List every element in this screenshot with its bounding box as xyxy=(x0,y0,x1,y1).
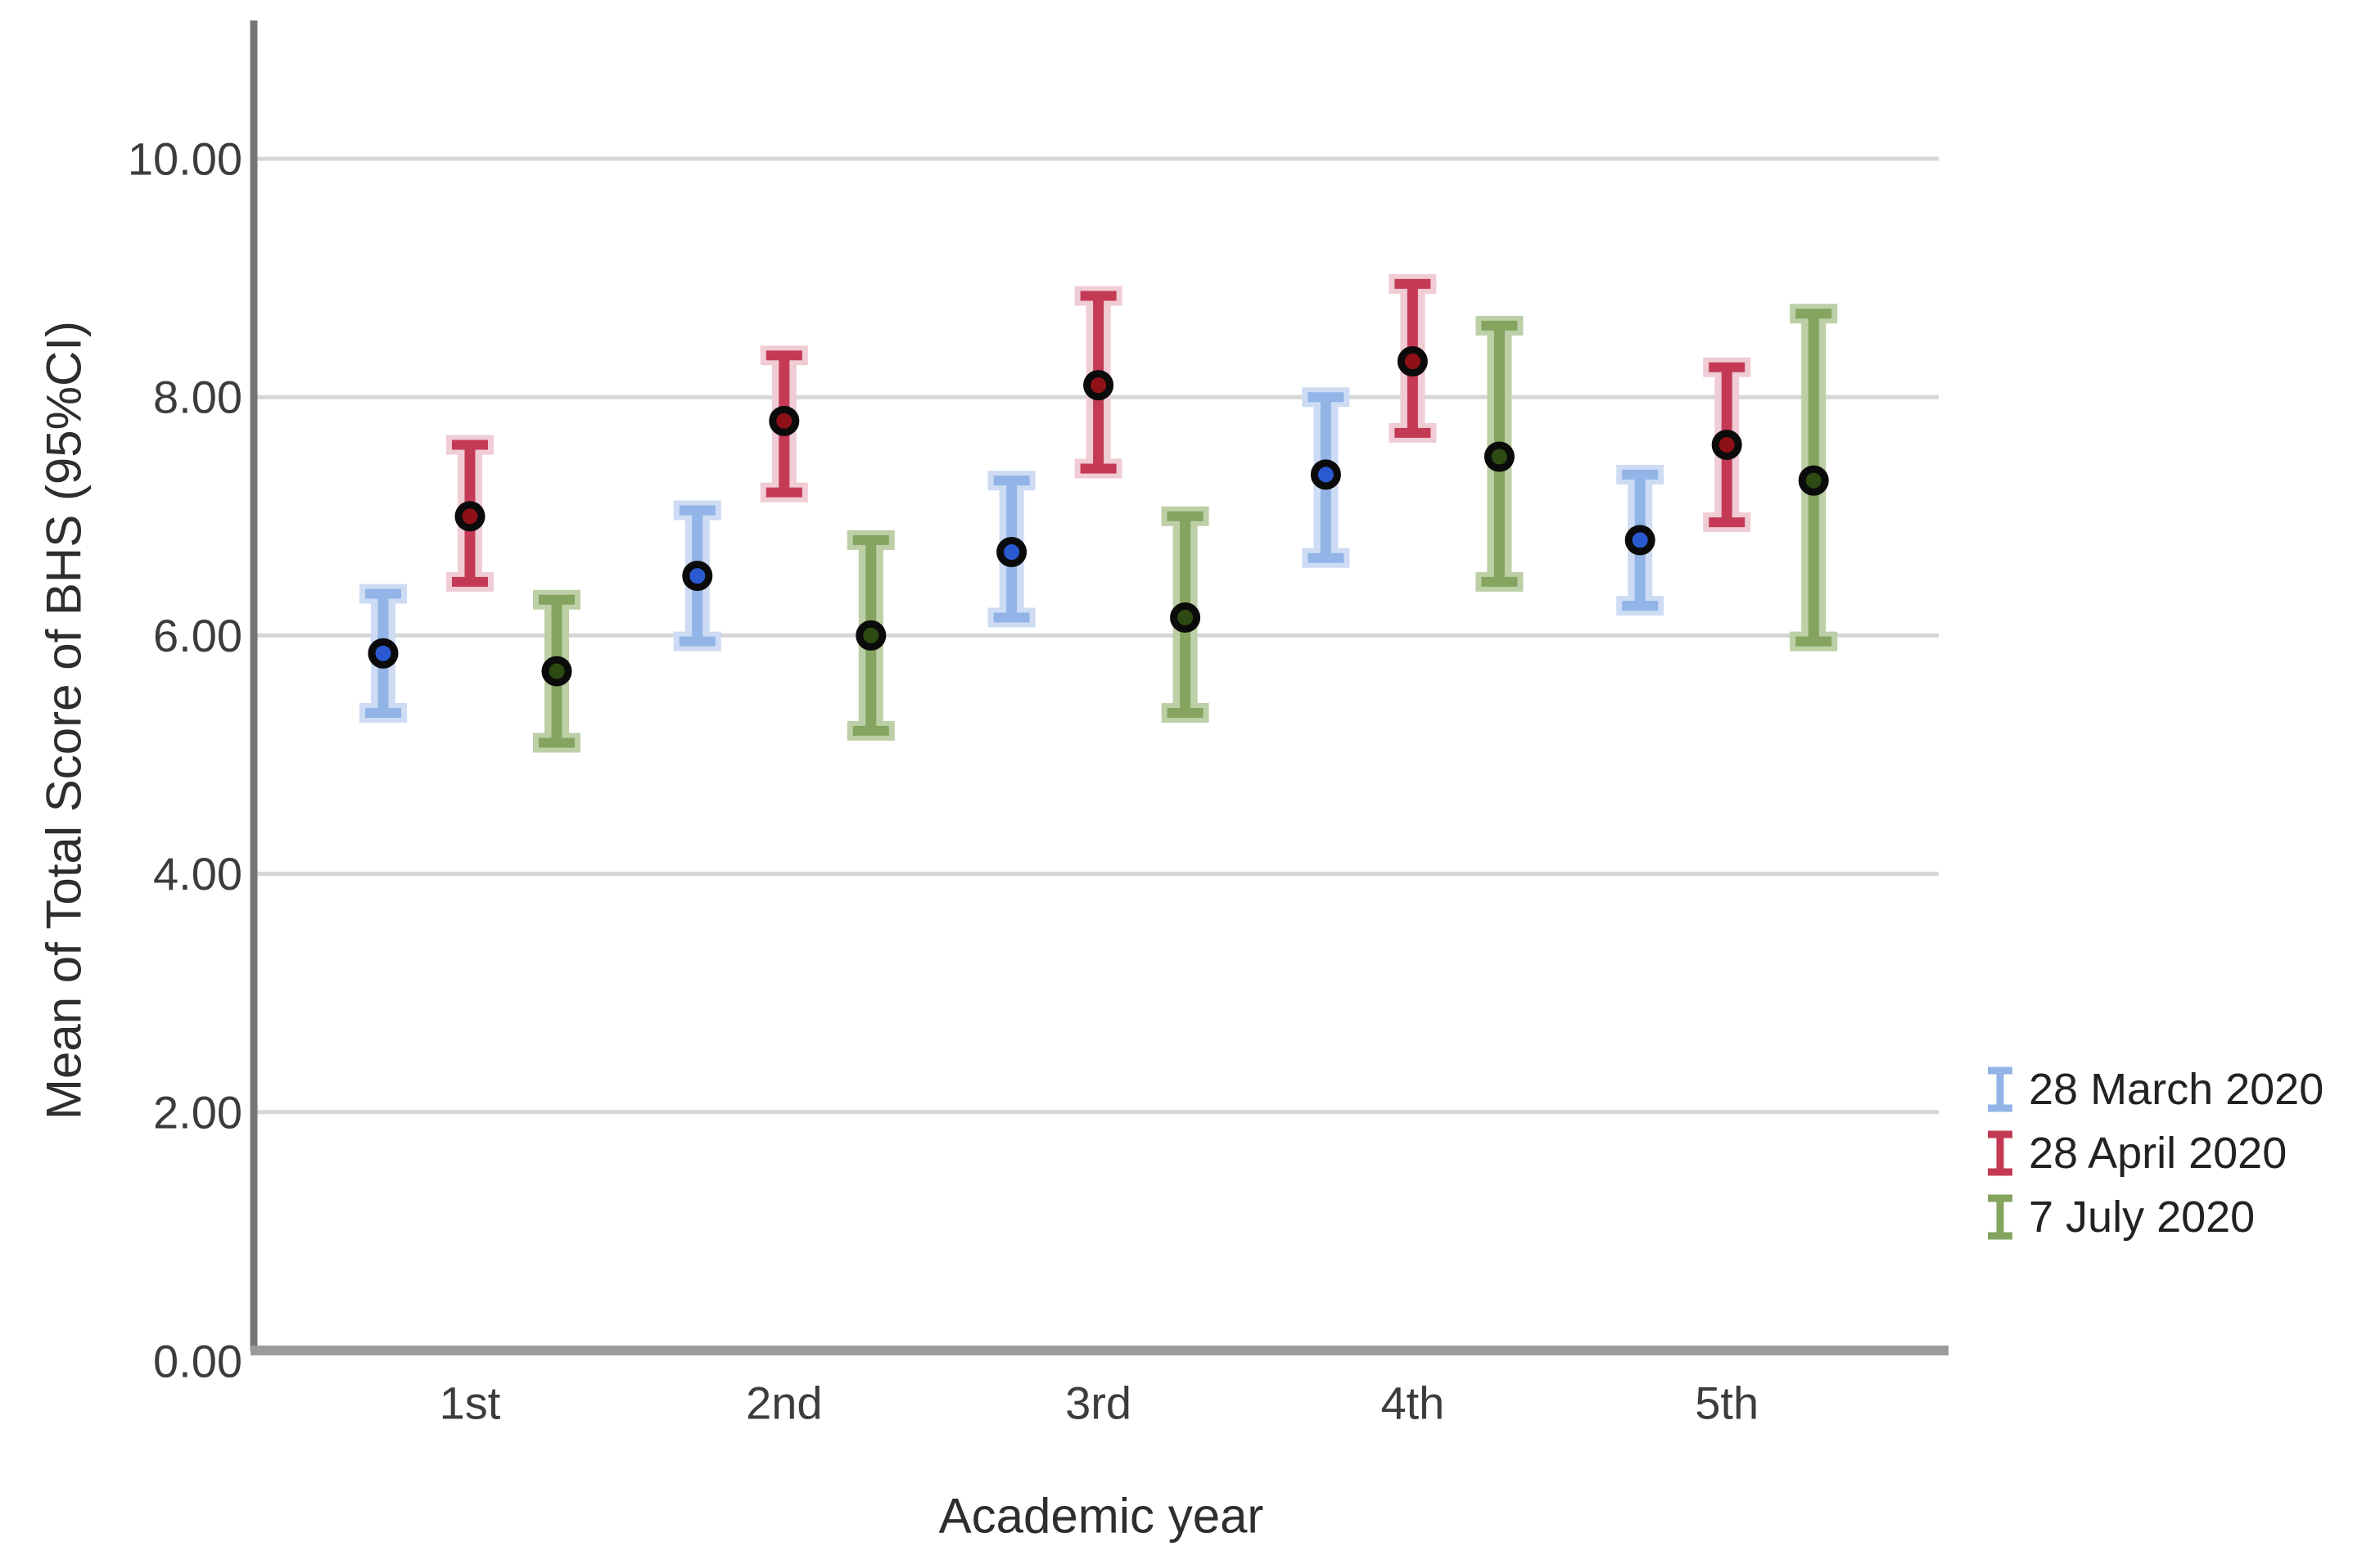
marker-mean xyxy=(541,656,572,687)
errorbar-28-april-2020-1st xyxy=(446,435,494,592)
x-tick-label-2nd: 2nd xyxy=(746,1377,822,1429)
y-tick-label-8.00: 8.00 xyxy=(153,372,242,423)
legend-errorbar-icon xyxy=(1988,1066,2012,1112)
marker-mean xyxy=(769,405,800,436)
legend-errorbar-icon xyxy=(1988,1194,2012,1240)
y-axis-title: Mean of Total Score of BHS (95%CI) xyxy=(36,321,92,1120)
marker-mean xyxy=(1170,602,1201,633)
series-7-july-2020 xyxy=(533,304,1838,753)
series-28-april-2020 xyxy=(446,273,1751,592)
errorbar-28-april-2020-5th xyxy=(1703,357,1751,533)
marker-mean xyxy=(996,536,1027,567)
marker-mean xyxy=(1397,346,1428,377)
marker-mean xyxy=(1798,465,1829,496)
legend: 28 March 2020 28 April 2020 7 July 2020 xyxy=(1985,1057,2324,1249)
legend-label: 28 April 2020 xyxy=(2029,1129,2287,1178)
errorbar-28-march-2020-2nd xyxy=(673,500,721,652)
errorbar-28-april-2020-4th xyxy=(1389,273,1437,443)
legend-item-7-july-2020: 7 July 2020 xyxy=(1985,1185,2324,1249)
marker-mean xyxy=(682,561,713,592)
errorbar-28-march-2020-5th xyxy=(1616,464,1664,615)
legend-label: 28 March 2020 xyxy=(2029,1065,2324,1114)
y-tick-label-4.00: 4.00 xyxy=(153,848,242,899)
errorbar-28-april-2020-3rd xyxy=(1074,286,1122,479)
errorbar-28-april-2020-2nd xyxy=(760,345,808,503)
errorbar-7-july-2020-4th xyxy=(1475,315,1524,592)
series-28-march-2020 xyxy=(359,387,1664,724)
errorbar-7-july-2020-2nd xyxy=(847,530,895,741)
errorbar-28-march-2020-1st xyxy=(359,584,407,724)
y-tick-label-10.00: 10.00 xyxy=(128,133,242,185)
errorbar-7-july-2020-1st xyxy=(533,589,580,753)
marker-mean xyxy=(1711,429,1742,460)
y-tick-label-0.00: 0.00 xyxy=(153,1336,242,1387)
errorbar-28-march-2020-4th xyxy=(1302,387,1350,568)
x-tick-label-4th: 4th xyxy=(1380,1377,1444,1429)
legend-label: 7 July 2020 xyxy=(2029,1193,2256,1242)
marker-mean xyxy=(368,638,399,669)
marker-mean xyxy=(1624,525,1655,556)
errorbar-7-july-2020-5th xyxy=(1790,304,1838,652)
marker-mean xyxy=(856,620,887,651)
errorbar-28-march-2020-3rd xyxy=(987,471,1036,628)
x-tick-label-3rd: 3rd xyxy=(1065,1377,1131,1429)
y-tick-label-2.00: 2.00 xyxy=(153,1086,242,1138)
marker-mean xyxy=(1083,370,1114,401)
legend-item-28-march-2020: 28 March 2020 xyxy=(1985,1057,2324,1121)
x-axis-title: Academic year xyxy=(938,1488,1264,1544)
errorbar-7-july-2020-3rd xyxy=(1161,506,1209,724)
x-tick-label-1st: 1st xyxy=(440,1377,501,1429)
y-tick-label-6.00: 6.00 xyxy=(153,610,242,661)
marker-mean xyxy=(454,501,485,532)
legend-errorbar-icon xyxy=(1988,1130,2012,1176)
legend-item-28-april-2020: 28 April 2020 xyxy=(1985,1121,2324,1185)
marker-mean xyxy=(1484,441,1515,472)
x-tick-label-5th: 5th xyxy=(1695,1377,1759,1429)
marker-mean xyxy=(1310,459,1341,490)
